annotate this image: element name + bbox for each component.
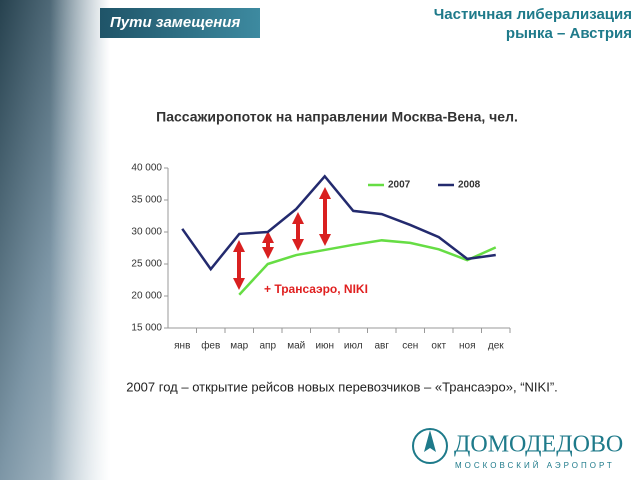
- x-tick-label: май: [287, 341, 305, 352]
- logo-name: ДОМОДЕДОВО: [454, 432, 623, 458]
- x-tick-label: янв: [174, 341, 190, 352]
- arrows: [233, 187, 331, 290]
- chart-title: Пассажиропоток на направлении Москва-Вен…: [156, 109, 518, 125]
- x-tick-label: фев: [201, 340, 220, 352]
- x-tick-label: мар: [230, 341, 248, 352]
- y-tick-label: 20 000: [131, 291, 162, 302]
- sky-fade: [50, 0, 110, 480]
- logo-plane: [424, 430, 436, 452]
- annotation: + Трансаэро, NIKI: [264, 282, 368, 296]
- slide-title: рынка – Австрия: [506, 25, 632, 42]
- x-tick-label: апр: [259, 341, 276, 352]
- x-tick-label: июл: [344, 341, 363, 352]
- legend-label: 2008: [458, 180, 481, 191]
- x-tick-label: сен: [402, 341, 418, 352]
- footnote: 2007 год – открытие рейсов новых перевоз…: [126, 379, 558, 394]
- x-tick-label: июн: [315, 341, 334, 352]
- legend-label: 2007: [388, 180, 411, 191]
- logo-subtitle: МОСКОВСКИЙ АЭРОПОРТ: [455, 461, 615, 470]
- logo: ДОМОДЕДОВО МОСКОВСКИЙ АЭРОПОРТ: [412, 428, 623, 470]
- x-tick-label: авг: [374, 341, 389, 352]
- series-line: [181, 174, 496, 272]
- x-tick-label: дек: [488, 341, 504, 352]
- section-title: Пути замещения: [110, 14, 240, 31]
- y-tick-label: 25 000: [131, 259, 162, 270]
- series-line: [238, 239, 497, 296]
- slide-title: Частичная либерализация: [434, 6, 632, 23]
- y-tick-label: 30 000: [131, 227, 162, 238]
- x-tick-label: ноя: [459, 341, 476, 352]
- logo-ring: [412, 428, 448, 464]
- header-bar: [100, 8, 260, 38]
- y-tick-label: 40 000: [131, 163, 162, 174]
- y-tick-label: 15 000: [131, 323, 162, 334]
- y-tick-label: 35 000: [131, 195, 162, 206]
- x-tick-label: окт: [431, 341, 446, 352]
